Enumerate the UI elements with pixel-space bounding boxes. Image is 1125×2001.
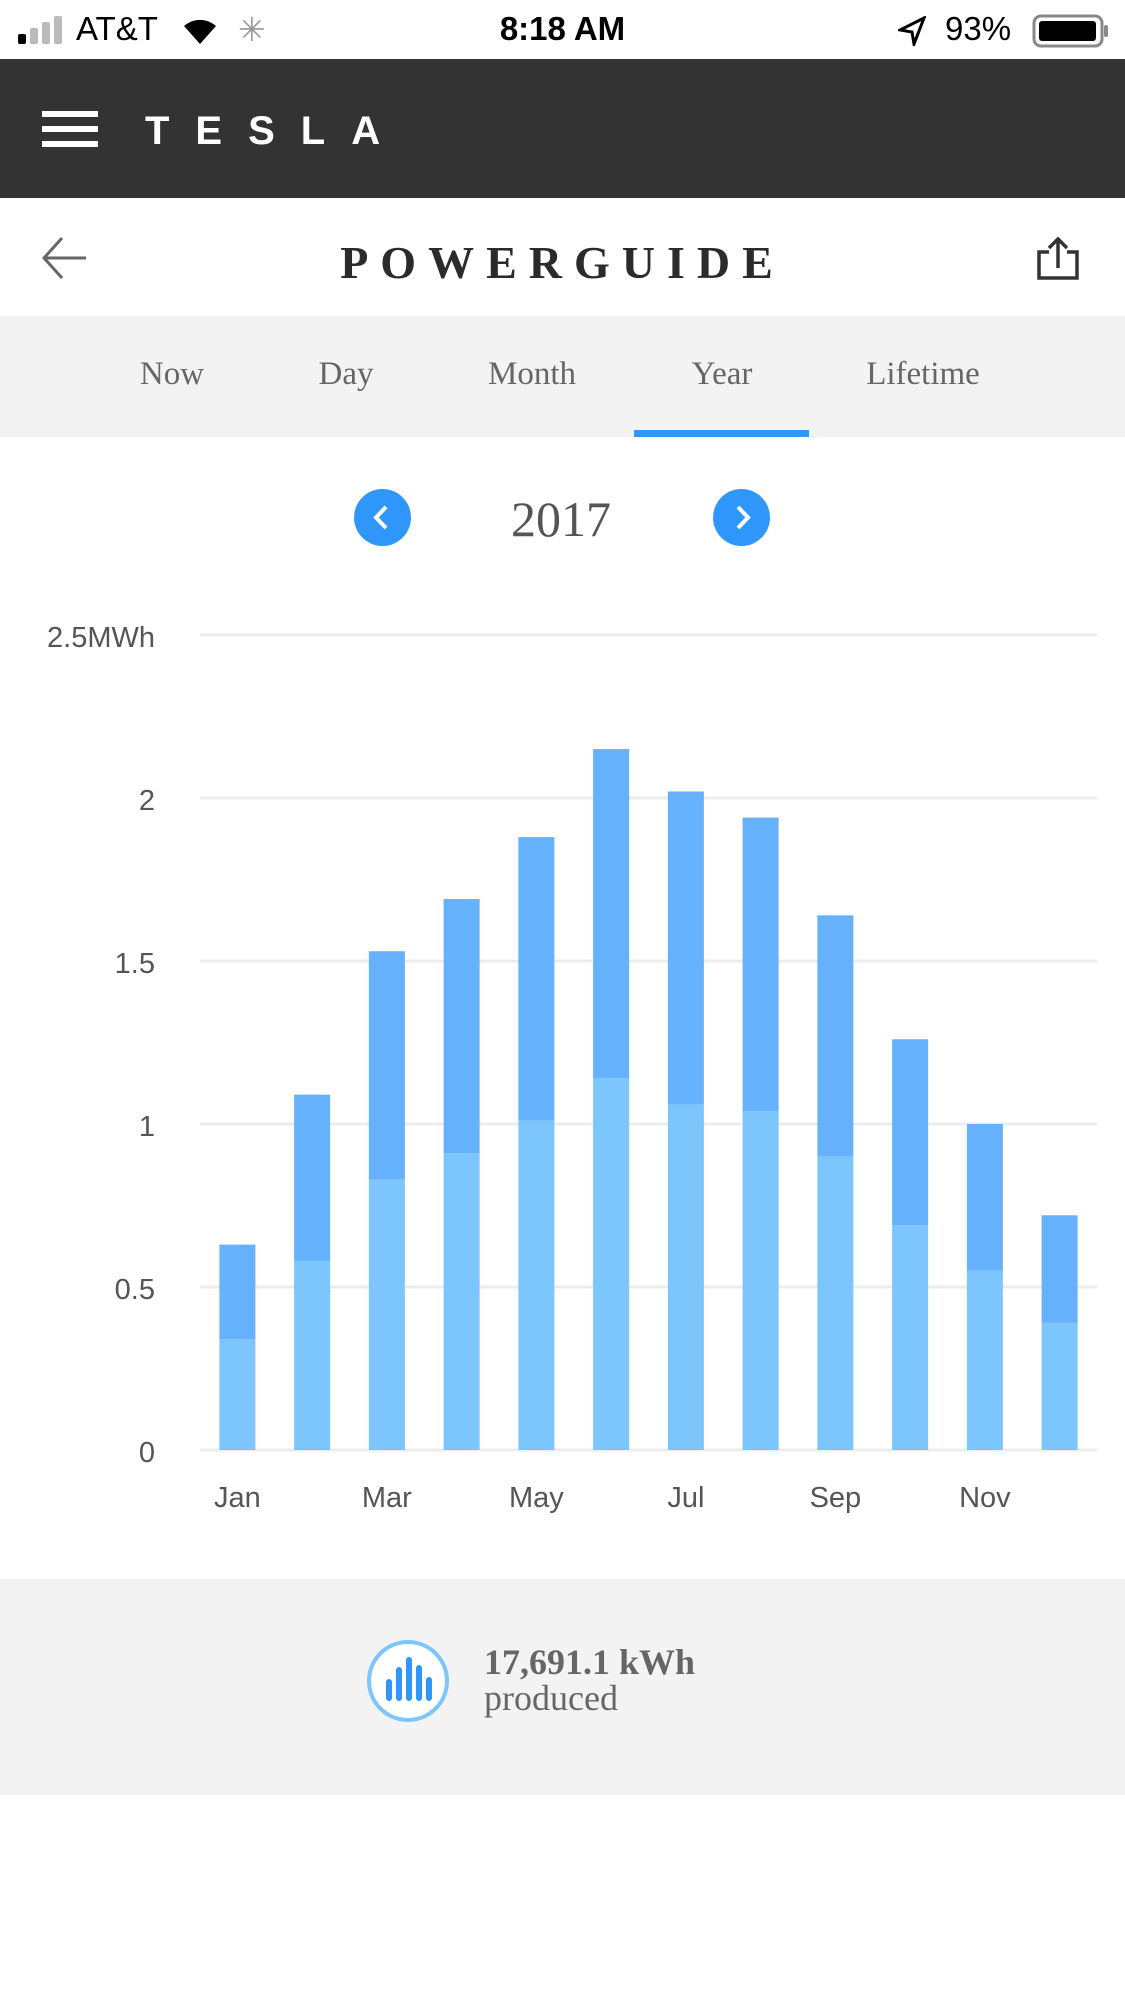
total-production-caption: produced: [484, 1678, 618, 1718]
back-arrow-icon[interactable]: [40, 234, 88, 282]
wifi-icon: [184, 19, 216, 44]
x-tick-label: Mar: [362, 1482, 412, 1514]
tab-lifetime[interactable]: Lifetime: [866, 356, 980, 392]
battery-percent: 93%: [945, 10, 1012, 47]
bar-upper-aug: [742, 817, 779, 1111]
bar-lower-apr: [443, 1153, 480, 1450]
bar-lower-jan: [219, 1339, 256, 1450]
y-tick-label: 1: [139, 1111, 155, 1143]
bar-lower-nov: [966, 1270, 1003, 1450]
x-tick-label: Sep: [810, 1482, 862, 1514]
bar-lower-mar: [368, 1179, 405, 1450]
bar-upper-sep: [817, 915, 854, 1157]
bar-upper-apr: [443, 899, 480, 1154]
battery-icon: [1032, 14, 1108, 48]
page-title: POWERGUIDE: [340, 237, 785, 288]
carrier-label: AT&T: [76, 10, 158, 47]
y-tick-label: 1.5: [115, 948, 155, 980]
chevron-left-icon: [373, 505, 388, 530]
app-header: TESLA: [0, 59, 1125, 198]
status-bar: AT&T ✳ 8:18 AM 93%: [0, 0, 1125, 59]
bar-upper-jun: [593, 749, 630, 1079]
tab-month[interactable]: Month: [487, 356, 576, 392]
year-label: 2017: [511, 491, 611, 547]
total-production-value: 17,691.1 kWh: [484, 1642, 696, 1682]
y-tick-label: 0.5: [115, 1274, 155, 1306]
signal-icon: [18, 16, 62, 44]
title-bar: POWERGUIDE: [0, 198, 1125, 316]
summary-panel: 17,691.1 kWh produced: [0, 1579, 1125, 1795]
bar-upper-mar: [368, 951, 405, 1180]
bar-upper-feb: [294, 1094, 331, 1261]
x-tick-label: May: [509, 1482, 564, 1514]
tab-year[interactable]: Year: [691, 356, 753, 392]
x-tick-label: Nov: [959, 1482, 1011, 1514]
bar-lower-sep: [817, 1156, 854, 1450]
bar-lower-oct: [892, 1225, 929, 1450]
loading-spinner-icon: ✳: [238, 11, 266, 48]
y-tick-label: 2: [139, 785, 155, 817]
previous-year-button[interactable]: [354, 489, 411, 546]
y-tick-label: 2.5MWh: [47, 622, 155, 654]
bar-upper-may: [518, 837, 555, 1121]
bar-lower-jun: [593, 1078, 630, 1450]
share-icon[interactable]: [1035, 236, 1081, 282]
bar-upper-jan: [219, 1244, 256, 1340]
bar-upper-nov: [966, 1124, 1003, 1271]
hamburger-menu-icon[interactable]: [42, 111, 98, 147]
bar-lower-aug: [742, 1110, 779, 1450]
bar-lower-jul: [667, 1104, 704, 1450]
location-arrow-icon: [898, 16, 926, 46]
tab-day[interactable]: Day: [318, 356, 374, 392]
bar-upper-oct: [892, 1039, 929, 1226]
bar-lower-may: [518, 1120, 555, 1450]
active-tab-indicator: [634, 430, 809, 437]
x-tick-label: Jul: [667, 1482, 704, 1514]
tab-now[interactable]: Now: [139, 356, 205, 392]
bar-upper-dec: [1041, 1215, 1078, 1323]
next-year-button[interactable]: [713, 489, 770, 546]
production-bars-icon: [367, 1640, 449, 1722]
period-tabs: Now Day Month Year Lifetime: [0, 316, 1125, 437]
clock: 8:18 AM: [499, 10, 626, 47]
bar-lower-dec: [1041, 1322, 1078, 1450]
tesla-logo[interactable]: TESLA: [145, 109, 407, 153]
x-tick-label: Jan: [214, 1482, 261, 1514]
bar-lower-feb: [294, 1260, 331, 1450]
yearly-production-chart: 0 0.5 1 1.5 2 2.5MWh Jan Mar May Jul Sep Nov: [47, 622, 1097, 1514]
bar-upper-jul: [667, 791, 704, 1105]
chevron-right-icon: [736, 505, 751, 530]
y-tick-label: 0: [139, 1437, 155, 1469]
